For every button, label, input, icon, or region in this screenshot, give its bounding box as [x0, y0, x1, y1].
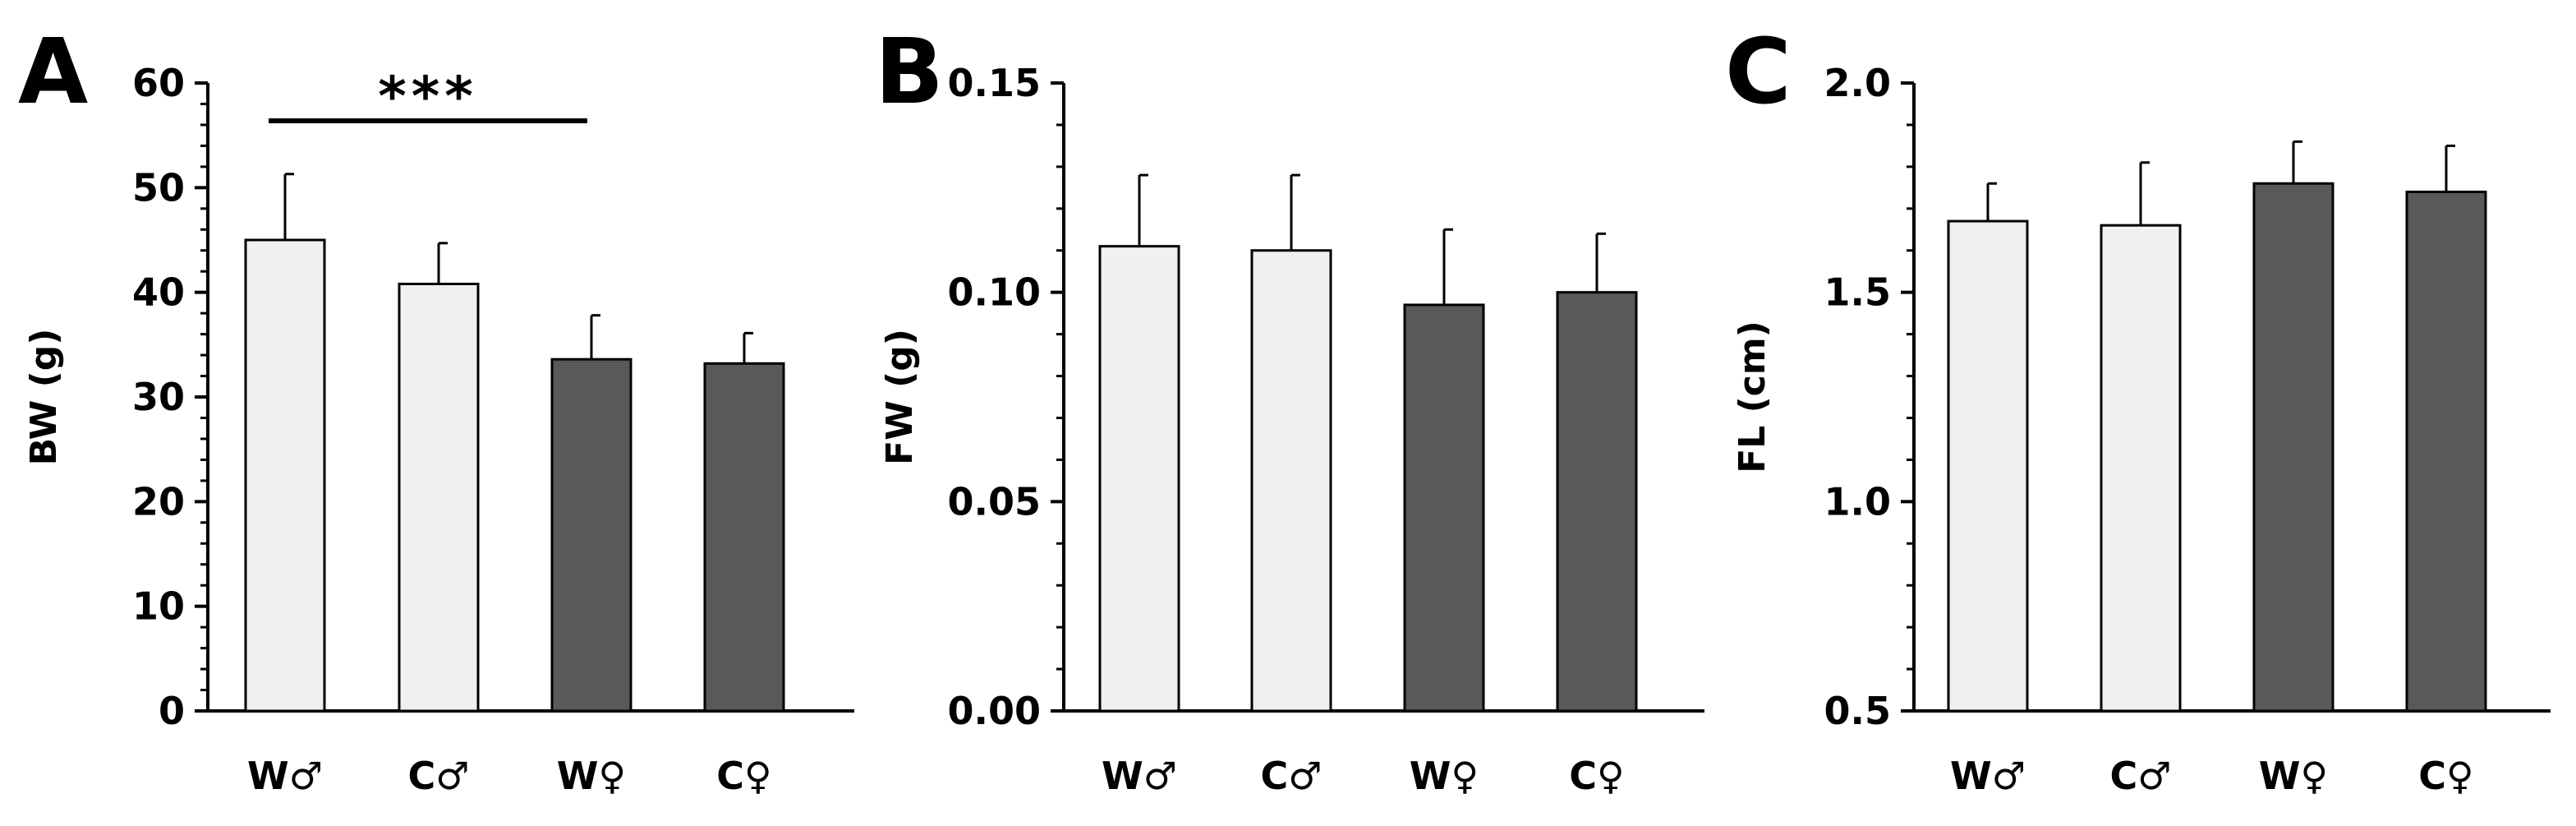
panel-a-y-tick-label: 20	[132, 479, 185, 524]
panel-a-bar-1	[244, 238, 326, 713]
panel-b-bar-1	[1098, 245, 1180, 713]
panel-c-y-axis-title: FL (cm)	[1732, 321, 1773, 473]
panel-a-y-tick-label: 0	[159, 689, 185, 733]
panel-a-bar-3	[550, 358, 632, 713]
panel-a-category-label-1: W♂	[247, 754, 323, 798]
panel-a-y-tick-label: 50	[132, 165, 185, 210]
panel-b-y-axis-title: FW (g)	[879, 329, 921, 465]
panel-b-category-label-2: C♂	[1261, 754, 1322, 798]
panel-a-y-tick-label: 40	[132, 270, 185, 315]
panel-b-bar-3	[1403, 303, 1485, 713]
panel-b: B FW (g) 0.00 0.05 0.10 0.15 W♂ C♂ W♀ C♀	[875, 19, 1704, 798]
panel-c-category-label-3: W♀	[2259, 754, 2328, 798]
panel-a-y-tick-label: 60	[132, 61, 185, 105]
panel-a-category-label-2: C♂	[408, 754, 470, 798]
panel-a-letter: A	[18, 19, 88, 124]
panel-a-bar-4	[703, 362, 785, 713]
panel-a-y-tick-label: 30	[132, 375, 185, 419]
panel-c-bar-2	[2100, 224, 2182, 713]
panel-a-y-tick-label: 10	[132, 584, 185, 629]
panel-a-plot: 0 10 20 30 40 50 60 W♂ C♂ W♀ C♀ ***	[132, 61, 854, 798]
panel-b-category-label-1: W♂	[1102, 754, 1177, 798]
panel-b-letter: B	[875, 19, 944, 124]
panel-b-bar-2	[1250, 249, 1332, 713]
panel-b-bar-4	[1556, 291, 1638, 713]
panel-b-plot: 0.00 0.05 0.10 0.15 W♂ C♂ W♀ C♀	[948, 61, 1704, 798]
panel-c-bar-1	[1947, 219, 2029, 713]
panel-a-significance-label: ***	[378, 65, 478, 128]
panel-c-y-tick-label: 0.5	[1824, 689, 1892, 733]
panel-b-y-tick-label: 0.00	[948, 689, 1042, 733]
panel-b-category-label-3: W♀	[1410, 754, 1479, 798]
panel-a-category-label-4: C♀	[716, 754, 771, 798]
panel-c-y-tick-label: 2.0	[1824, 61, 1892, 105]
panel-c-category-label-1: W♂	[1950, 754, 2026, 798]
panel-b-category-label-4: C♀	[1569, 754, 1624, 798]
panel-a-y-axis-title: BW (g)	[23, 329, 65, 466]
panel-a-bar-2	[398, 282, 480, 713]
panel-c: C FL (cm) 0.5 1.0 1.5 2.0 W♂ C♂ W♀ C♀	[1725, 19, 2551, 798]
panel-a: A BW (g) 0 10 20 30 40 50 60 W♂ C♂ W♀ C♀ ***	[18, 19, 854, 798]
panel-c-y-tick-label: 1.0	[1824, 479, 1892, 524]
panel-c-category-label-2: C♂	[2110, 754, 2172, 798]
panel-c-y-tick-label: 1.5	[1824, 270, 1892, 315]
panel-c-bar-3	[2252, 182, 2334, 713]
panel-b-y-tick-label: 0.10	[948, 270, 1042, 315]
panel-c-bar-4	[2405, 190, 2487, 713]
panel-a-category-label-3: W♀	[557, 754, 626, 798]
panel-b-y-tick-label: 0.05	[948, 479, 1042, 524]
panel-b-y-tick-label: 0.15	[948, 61, 1042, 105]
panel-c-letter: C	[1725, 19, 1792, 124]
panel-c-plot: 0.5 1.0 1.5 2.0 W♂ C♂ W♀ C♀	[1824, 61, 2551, 798]
panel-c-category-label-4: C♀	[2418, 754, 2473, 798]
